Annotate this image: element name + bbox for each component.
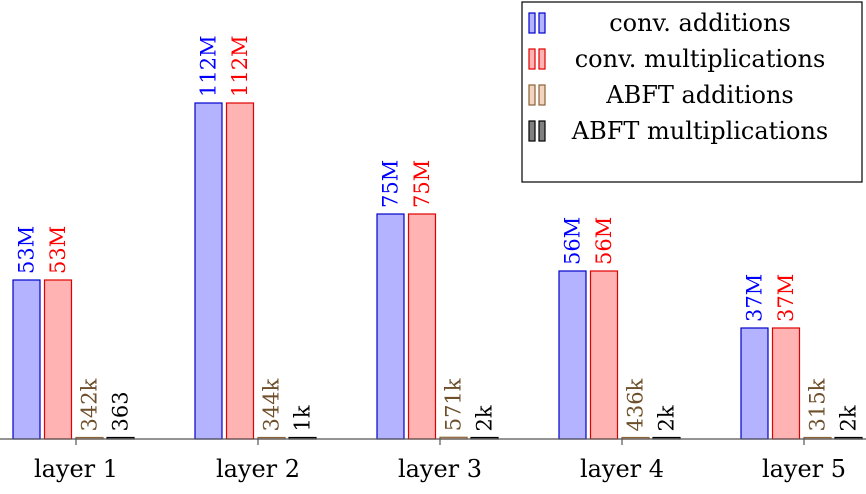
bar-1-1: [12, 279, 41, 440]
data-label-4-3: 2k: [473, 405, 497, 431]
data-label-3-3: 571k: [442, 378, 466, 431]
bar-1-2: [194, 102, 223, 440]
legend: conv. additions conv. multiplications ABFT…: [521, 1, 863, 183]
data-label-2-2: 112M: [228, 35, 252, 97]
data-label-1-4: 56M: [561, 217, 585, 265]
x-tick-label-4: layer 4: [580, 455, 664, 483]
data-label-1-2: 112M: [197, 35, 221, 97]
legend-swatch-1-b: [538, 12, 546, 34]
data-label-3-1: 342k: [78, 378, 102, 431]
x-tick-label-5: layer 5: [762, 455, 846, 483]
data-label-1-3: 75M: [379, 160, 403, 208]
x-ticks: layer 1 layer 2 layer 3 layer 4 layer 5: [34, 439, 846, 483]
x-tick-label-2: layer 2: [216, 455, 300, 483]
bars-layer: 53M 53M 342k 363 112M 112M 344k 1k 75M 75M 571k 2k 5…: [12, 35, 863, 440]
bar-2-3: [407, 213, 437, 440]
legend-swatch-2-b: [538, 48, 546, 70]
legend-swatch-3-b: [538, 84, 546, 106]
data-label-3-2: 344k: [260, 378, 284, 431]
bar-2-5: [771, 327, 801, 440]
bar-2-4: [589, 270, 619, 440]
legend-label-2: conv. multiplications: [575, 45, 826, 73]
legend-swatch-2-a: [528, 48, 536, 70]
x-tick-label-3: layer 3: [398, 455, 482, 483]
legend-swatch-4-b: [538, 120, 546, 142]
legend-label-3: ABFT additions: [605, 81, 794, 109]
data-label-2-4: 56M: [592, 217, 616, 265]
data-label-2-1: 53M: [46, 226, 70, 274]
data-label-2-5: 37M: [774, 274, 798, 322]
data-label-4-4: 2k: [655, 405, 679, 431]
bar-1-4: [558, 270, 587, 440]
bar-1-3: [376, 213, 405, 440]
legend-swatch-4-a: [528, 120, 536, 142]
legend-label-1: conv. additions: [609, 9, 791, 37]
legend-swatch-1-a: [528, 12, 536, 34]
data-label-2-3: 75M: [410, 160, 434, 208]
data-label-4-1: 363: [109, 391, 133, 431]
x-tick-label-1: layer 1: [34, 455, 118, 483]
legend-label-4: ABFT multiplications: [571, 117, 828, 145]
legend-swatch-3-a: [528, 84, 536, 106]
legend-box: [521, 1, 863, 183]
data-label-3-5: 315k: [806, 378, 830, 431]
bar-2-2: [225, 102, 255, 440]
data-label-4-2: 1k: [291, 405, 315, 431]
data-label-1-1: 53M: [15, 226, 39, 274]
bar-2-1: [43, 279, 73, 440]
data-label-4-5: 2k: [837, 405, 861, 431]
data-label-3-4: 436k: [624, 378, 648, 431]
bar-1-5: [740, 327, 769, 440]
data-label-1-5: 37M: [743, 274, 767, 322]
